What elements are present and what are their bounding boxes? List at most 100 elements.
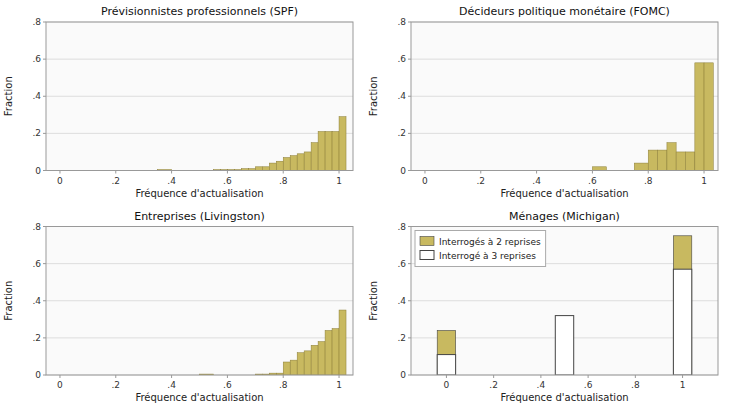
histogram-bar bbox=[685, 152, 694, 171]
x-tick bbox=[682, 375, 683, 378]
plot-area bbox=[46, 22, 353, 171]
x-tick-label: .4 bbox=[537, 380, 546, 390]
marks bbox=[592, 63, 713, 171]
y-tick bbox=[43, 226, 46, 227]
x-axis-label: Fréquence d'actualisation bbox=[135, 188, 263, 199]
y-tick bbox=[43, 375, 46, 376]
x-tick bbox=[283, 375, 284, 378]
y-tick-label: .4 bbox=[397, 296, 406, 306]
y-tick bbox=[408, 263, 411, 264]
x-tick-label: 1 bbox=[701, 176, 707, 186]
y-axis-label: Fraction bbox=[368, 281, 379, 321]
y-tick-label: .2 bbox=[32, 333, 41, 343]
plot-frame bbox=[411, 22, 718, 171]
x-tick-label: 0 bbox=[422, 176, 428, 186]
y-tick-label: .8 bbox=[32, 17, 41, 27]
y-tick-label: 0 bbox=[35, 370, 41, 380]
x-tick-label: 1 bbox=[336, 176, 342, 186]
x-tick-label: .6 bbox=[584, 380, 593, 390]
histogram-bar bbox=[304, 351, 311, 375]
x-tick bbox=[588, 375, 589, 378]
y-tick-label: .2 bbox=[397, 333, 406, 343]
x-tick bbox=[227, 171, 228, 174]
title: Entreprises (Livingston) bbox=[134, 210, 265, 223]
x-tick bbox=[592, 171, 593, 174]
legend-label: Interrogé à 3 reprises bbox=[439, 251, 536, 261]
y-tick bbox=[43, 96, 46, 97]
x-tick bbox=[115, 171, 116, 174]
histogram-bar bbox=[318, 342, 325, 375]
histogram-bar bbox=[339, 117, 346, 171]
grid-line bbox=[411, 133, 718, 134]
x-tick-label: .4 bbox=[167, 380, 176, 390]
x-tick-label: .6 bbox=[223, 176, 232, 186]
y-tick bbox=[408, 22, 411, 23]
x-tick bbox=[704, 171, 705, 174]
x-tick-label: .2 bbox=[111, 176, 120, 186]
panel: 0.2.4.6.810.2.4.6.8Ménages (Michigan)Fré… bbox=[368, 210, 718, 404]
histogram-bar bbox=[332, 329, 339, 375]
y-axis-label: Fraction bbox=[3, 76, 14, 116]
figure: 0 .2 .4 .6 .8 1 0 .2 .4 .6 .8 Prévisionnistes profe… bbox=[0, 0, 730, 409]
y-tick-label: .4 bbox=[32, 296, 41, 306]
y-tick-label: .6 bbox=[32, 54, 41, 64]
histogram-bar bbox=[269, 163, 276, 170]
histogram-bar bbox=[283, 362, 290, 375]
legend-swatch bbox=[420, 251, 434, 260]
y-tick-label: .6 bbox=[397, 54, 406, 64]
bar bbox=[673, 269, 691, 375]
y-tick-label: .6 bbox=[397, 259, 406, 269]
y-tick bbox=[408, 226, 411, 227]
histogram-bar bbox=[297, 154, 304, 171]
histogram-bar bbox=[311, 143, 318, 171]
histogram-bar bbox=[339, 310, 346, 375]
y-tick-label: 0 bbox=[400, 370, 406, 380]
x-tick bbox=[648, 171, 649, 174]
histogram-bar bbox=[283, 158, 290, 171]
plot-frame bbox=[411, 227, 718, 376]
bar bbox=[555, 316, 573, 375]
y-tick bbox=[43, 170, 46, 171]
panel: 0.2.4.6.810.2.4.6.8Entreprises (Livingst… bbox=[3, 210, 353, 404]
histogram-bar bbox=[592, 167, 606, 171]
x-tick-label: 0 bbox=[57, 380, 63, 390]
histogram-bar bbox=[704, 63, 713, 171]
histogram-bar bbox=[667, 143, 676, 171]
histogram-bar bbox=[648, 150, 657, 170]
y-tick bbox=[43, 337, 46, 338]
grid-line bbox=[411, 300, 718, 301]
x-tick-label: .8 bbox=[279, 176, 288, 186]
title: Ménages (Michigan) bbox=[509, 210, 620, 223]
x-tick bbox=[540, 375, 541, 378]
title: Prévisionnistes professionnels (SPF) bbox=[101, 5, 298, 18]
y-tick-label: .8 bbox=[397, 222, 406, 232]
bar bbox=[437, 330, 455, 375]
x-tick bbox=[339, 171, 340, 174]
y-tick-label: .2 bbox=[32, 128, 41, 138]
histogram-bar bbox=[311, 345, 318, 375]
x-tick bbox=[446, 375, 447, 378]
y-axis-label: Fraction bbox=[3, 281, 14, 321]
y-tick bbox=[408, 133, 411, 134]
y-tick bbox=[43, 263, 46, 264]
plot-area bbox=[411, 22, 718, 171]
y-tick bbox=[408, 337, 411, 338]
histogram-bar bbox=[255, 167, 262, 171]
y-tick-label: .4 bbox=[32, 91, 41, 101]
x-tick bbox=[424, 171, 425, 174]
plot-area bbox=[411, 227, 718, 376]
y-tick bbox=[43, 22, 46, 23]
panel: 0.2.4.6.810.2.4.6.8Prévisionnistes profe… bbox=[3, 5, 353, 199]
histogram-bar bbox=[276, 161, 283, 170]
y-tick-label: .2 bbox=[397, 128, 406, 138]
y-tick bbox=[408, 170, 411, 171]
x-tick bbox=[536, 171, 537, 174]
histogram-bar bbox=[676, 152, 685, 171]
title: Décideurs politique monétaire (FOMC) bbox=[459, 5, 670, 18]
histogram-bar bbox=[290, 156, 297, 171]
grid-line bbox=[46, 133, 353, 134]
grid-line bbox=[46, 263, 353, 264]
y-tick-label: .8 bbox=[32, 222, 41, 232]
histogram-bar bbox=[290, 360, 297, 375]
x-tick bbox=[115, 375, 116, 378]
